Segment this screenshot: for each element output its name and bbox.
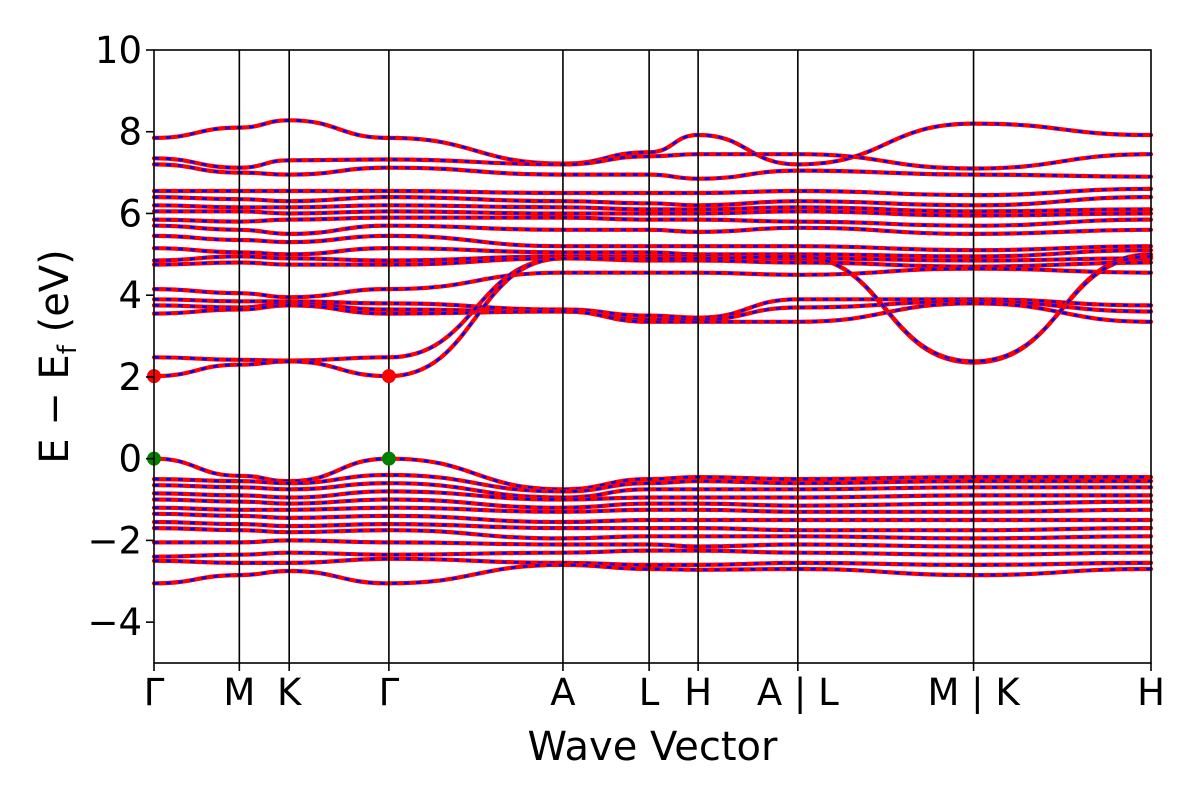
band-spin-up-1 [151,152,1154,171]
vbm-marker-3 [381,451,396,466]
band-spin-down-3 [154,187,1152,197]
band-spin-down-5 [153,203,1152,213]
y-tick-label-5: 6 [118,192,142,235]
band-spin-down-15 [153,299,1152,322]
kpoint-lines-layer [238,50,975,663]
y-tick-label-7: 10 [95,29,142,72]
x-tick-label-0: Γ [144,671,165,714]
band-spin-down-21 [153,481,1151,499]
band-spin-up-29 [151,548,1154,559]
markers-layer [147,369,396,466]
band-spin-up-23 [151,497,1154,510]
x-tick-label-9: H [1137,671,1165,714]
band-spin-up-25 [151,511,1154,525]
band-spin-down-28 [154,539,1151,548]
band-spin-down-19 [153,457,1151,491]
band-spin-down-22 [153,490,1151,501]
y-tick-label-4: 4 [118,274,142,317]
band-spin-down-6 [154,210,1152,217]
band-spin-down-16 [153,302,1152,324]
x-axis-label: Wave Vector [528,724,779,770]
x-tick-label-5: L [639,671,660,714]
y-axis-label-subscript: f [53,344,83,354]
y-tick-label-2: 0 [118,438,142,481]
bands-layer [151,118,1154,586]
band-spin-down-10 [153,246,1152,258]
y-tick-label-1: −2 [87,519,142,562]
cbm-marker-1 [381,369,396,384]
band-spin-up-9 [151,233,1154,253]
y-tick-label-6: 8 [118,111,142,154]
band-spin-down-9 [153,234,1152,252]
band-spin-up-8 [151,223,1154,237]
y-axis-label-main: E − E [32,354,78,464]
band-spin-up-31 [151,562,1154,586]
band-spin-down-1 [153,152,1152,170]
band-spin-down-25 [153,512,1151,524]
plot-frame [153,49,1152,664]
x-tick-label-8: M | K [927,671,1021,714]
band-spin-down-14 [153,297,1152,320]
y-axis-label-unit: (eV) [32,249,78,345]
band-spin-up-3 [151,186,1154,198]
band-spin-up-30 [151,556,1154,568]
band-spin-down-24 [153,506,1152,514]
x-tick-label-7: A | L [757,671,839,714]
x-tick-label-4: A [550,671,575,714]
band-spin-down-31 [153,563,1152,585]
y-axis-label: E − Ef (eV) [32,249,83,464]
band-spin-up-13 [151,266,1154,300]
y-tick-label-3: 2 [118,356,142,399]
x-tick-label-6: H [684,671,712,714]
band-spin-down-20 [153,473,1151,493]
band-spin-up-7 [151,215,1154,228]
band-spin-down-30 [153,557,1152,567]
band-spin-down-27 [153,526,1152,540]
band-spin-up-28 [151,538,1154,549]
band-spin-up-4 [151,194,1154,208]
band-spin-up-24 [151,505,1154,514]
x-tick-label-3: Γ [379,671,400,714]
band-spin-up-26 [151,519,1154,533]
band-spin-down-13 [153,267,1152,299]
band-spin-up-22 [151,489,1154,502]
x-tick-label-2: K [277,671,303,714]
y-tick-label-0: −4 [87,601,142,644]
y-axis: −4 −2 0 2 4 6 8 10 [87,29,154,644]
band-spin-up-2 [151,162,1154,181]
x-tick-label-1: M [223,671,255,714]
band-spin-down-0 [153,118,1152,166]
